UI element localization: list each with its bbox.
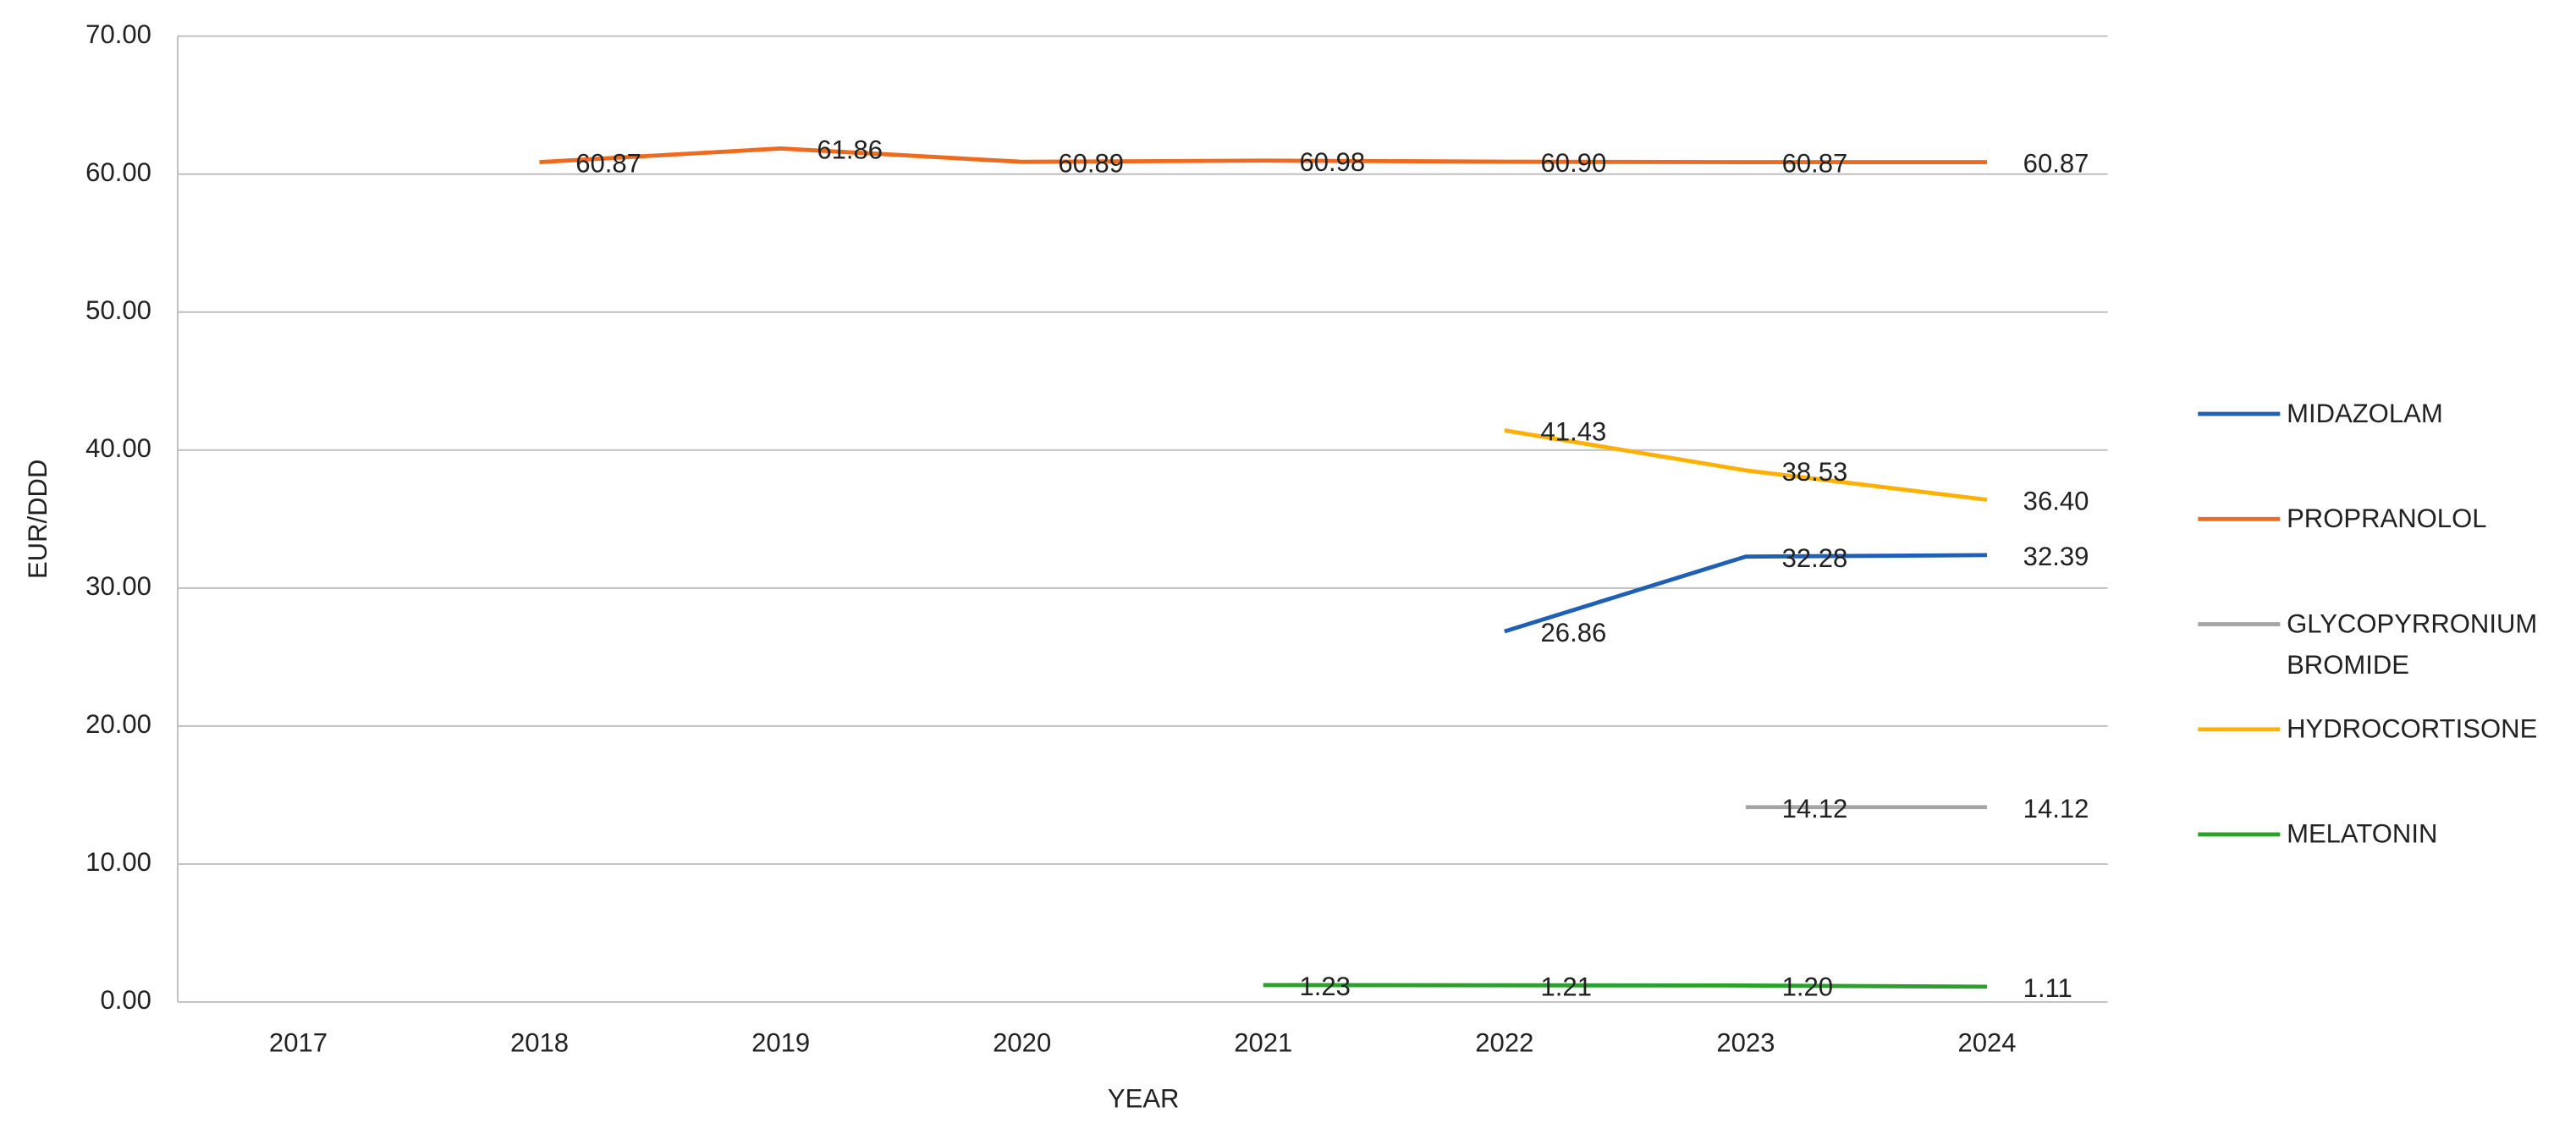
legend-label: MELATONIN: [2287, 821, 2438, 850]
data-label: 60.98: [1299, 147, 1365, 177]
legend-entry: GLYCOPYRRONIUM BROMIDE: [2287, 611, 2538, 680]
legend-entry: PROPRANOLOL: [2287, 505, 2487, 534]
x-tick-label: 2018: [510, 1028, 569, 1058]
x-tick-label: 2023: [1716, 1028, 1775, 1058]
legend-entry: MELATONIN: [2287, 821, 2438, 850]
y-tick-label: 10.00: [85, 847, 151, 877]
data-label: 32.28: [1782, 543, 1848, 573]
data-label: 60.87: [1782, 149, 1848, 179]
legend-label: HYDROCORTISONE: [2287, 716, 2538, 745]
data-label: 1.20: [1782, 972, 1833, 1001]
y-tick-label: 30.00: [85, 571, 151, 601]
y-tick-label: 60.00: [85, 157, 151, 187]
data-label: 60.89: [1058, 148, 1124, 178]
series-line: [1504, 553, 1987, 634]
data-label: 14.12: [1782, 794, 1848, 823]
data-label: 26.86: [1541, 618, 1607, 647]
data-label: 60.87: [575, 149, 641, 179]
data-label: 41.43: [1541, 417, 1607, 447]
data-label: 1.21: [1541, 972, 1592, 1001]
x-tick-label: 2021: [1234, 1028, 1292, 1058]
data-label: 38.53: [1782, 457, 1848, 487]
x-tick-label: 2024: [1957, 1028, 2016, 1058]
series-line: [1504, 428, 1988, 502]
x-axis-title: YEAR: [1108, 1084, 1180, 1114]
data-label: 1.23: [1299, 972, 1350, 1001]
y-tick-label: 0.00: [100, 985, 151, 1015]
series-line: [539, 146, 1987, 164]
series-line: [1263, 983, 1987, 989]
y-tick-label: 40.00: [85, 433, 151, 463]
y-tick-label: 70.00: [85, 19, 151, 49]
x-tick-label: 2019: [751, 1028, 810, 1058]
data-label: 14.12: [2023, 794, 2089, 823]
legend-entry: HYDROCORTISONE: [2287, 716, 2538, 745]
y-axis-title: EUR/DDD: [23, 460, 52, 579]
x-tick-label: 2020: [993, 1028, 1051, 1058]
data-label: 61.86: [817, 135, 883, 164]
legend-label: GLYCOPYRRONIUM BROMIDE: [2287, 611, 2538, 680]
data-label: 60.90: [1541, 148, 1607, 178]
legend-label: MIDAZOLAM: [2287, 400, 2443, 429]
data-label: 32.39: [2023, 542, 2089, 571]
legend-entry: MIDAZOLAM: [2287, 400, 2443, 429]
data-label: 1.11: [2023, 973, 2072, 1003]
y-tick-label: 50.00: [85, 295, 151, 325]
x-tick-label: 2017: [269, 1028, 328, 1058]
data-label: 60.87: [2023, 149, 2089, 179]
data-label: 36.40: [2023, 487, 2089, 516]
y-tick-label: 20.00: [85, 709, 151, 739]
x-tick-label: 2022: [1475, 1028, 1533, 1058]
legend-label: PROPRANOLOL: [2287, 505, 2487, 534]
